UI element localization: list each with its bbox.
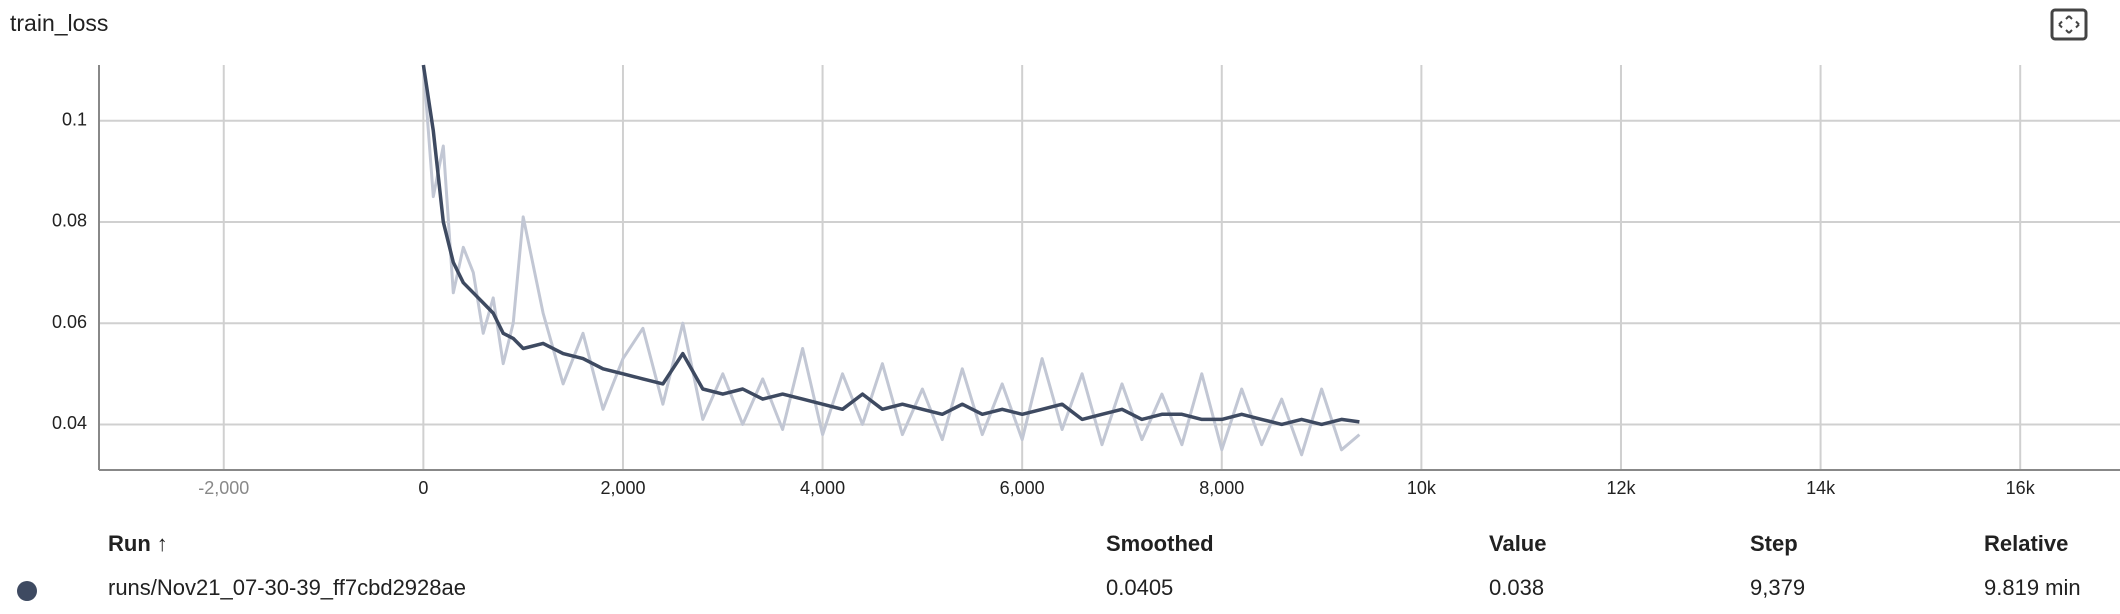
y-tick-label: 0.1: [62, 109, 87, 129]
relative-time: 9.819 min: [1984, 575, 2081, 600]
x-tick-label: 2,000: [600, 478, 645, 498]
raw-series-layer: [421, 64, 1361, 457]
smoothed-series-layer: [421, 64, 1360, 427]
header-step[interactable]: Step: [1750, 531, 1798, 556]
x-tick-label: 6,000: [1000, 478, 1045, 498]
chart-title: train_loss: [10, 10, 109, 36]
grid-lines: [99, 65, 2120, 470]
y-tick-label: 0.04: [52, 413, 87, 433]
x-tick-label: 12k: [1606, 478, 1636, 498]
run-table-header: Run ↑ Smoothed Value Step Relative: [0, 525, 2120, 565]
header-relative[interactable]: Relative: [1984, 531, 2069, 556]
x-tick-label: 4,000: [800, 478, 845, 498]
smoothed-series-line[interactable]: [421, 64, 1360, 427]
smoothed-value: 0.0405: [1106, 575, 1174, 600]
line-chart: 0.04 0.06 0.08 0.1 -2,000 0 2,000 4,000 6,000 8,…: [52, 64, 2120, 498]
y-tick-labels: 0.04 0.06 0.08 0.1: [52, 109, 87, 433]
header-value[interactable]: Value: [1489, 531, 1547, 556]
y-tick-label: 0.08: [52, 211, 87, 231]
x-tick-labels: -2,000 0 2,000 4,000 6,000 8,000 10k 12k 14k 16k: [198, 478, 2035, 498]
x-tick-label: 16k: [2006, 478, 2036, 498]
header-smoothed[interactable]: Smoothed: [1106, 531, 1214, 556]
x-tick-label: 10k: [1407, 478, 1437, 498]
x-tick-label: 8,000: [1199, 478, 1244, 498]
run-name: runs/Nov21_07-30-39_ff7cbd2928ae: [108, 575, 466, 600]
step-value: 9,379: [1750, 575, 1806, 600]
sort-ascending-icon: ↑: [156, 531, 168, 556]
y-tick-label: 0.06: [52, 312, 87, 332]
run-color-dot-icon: [17, 581, 37, 601]
x-tick-label: 0: [418, 478, 428, 498]
x-tick-label: 14k: [1806, 478, 1836, 498]
raw-value: 0.038: [1489, 575, 1545, 600]
header-run-label: Run: [108, 531, 151, 556]
axes: [98, 65, 2120, 471]
x-tick-label: -2,000: [198, 478, 249, 498]
header-run[interactable]: Run ↑: [108, 531, 168, 557]
raw-series-line: [421, 64, 1361, 457]
fullscreen-expand-icon[interactable]: [2050, 8, 2088, 41]
table-row: runs/Nov21_07-30-39_ff7cbd2928ae 0.0405 …: [0, 569, 2120, 609]
